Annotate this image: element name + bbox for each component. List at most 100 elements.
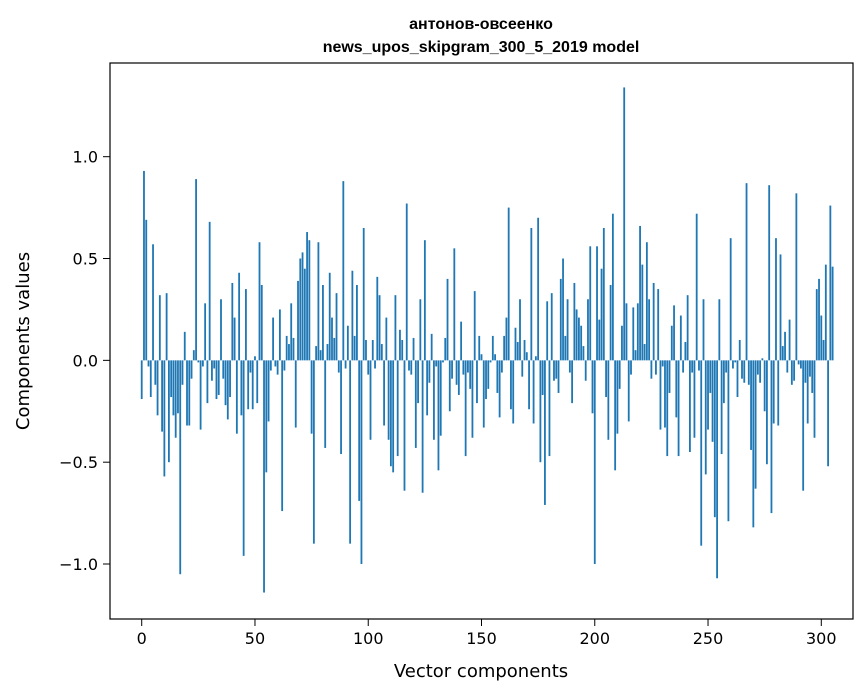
bar xyxy=(557,360,560,393)
bar xyxy=(467,360,469,373)
bar xyxy=(263,360,265,593)
x-tick-label: 100 xyxy=(353,629,384,648)
bar xyxy=(235,360,238,434)
bar xyxy=(267,360,270,422)
bar xyxy=(401,339,404,361)
bar xyxy=(351,270,354,361)
bar xyxy=(611,213,614,361)
bar xyxy=(743,360,746,383)
bar xyxy=(419,299,422,361)
bar xyxy=(734,360,737,363)
bar xyxy=(544,360,546,505)
bar xyxy=(405,203,408,361)
bar xyxy=(167,360,170,463)
bar xyxy=(759,360,762,383)
bar xyxy=(208,221,211,361)
bar xyxy=(634,350,637,361)
bar xyxy=(285,335,288,361)
bar xyxy=(276,360,279,375)
bar xyxy=(213,360,216,369)
bar xyxy=(616,360,619,434)
bar xyxy=(573,282,576,361)
bar xyxy=(831,266,834,361)
bar xyxy=(317,242,320,361)
bar xyxy=(471,360,474,438)
bar xyxy=(711,360,714,442)
bar xyxy=(539,360,542,463)
bar xyxy=(713,360,716,518)
bar xyxy=(655,360,657,375)
bar xyxy=(652,282,655,361)
y-tick-label: −0.5 xyxy=(59,453,98,472)
bar xyxy=(790,360,793,385)
bar xyxy=(729,238,732,361)
x-tick-label: 0 xyxy=(137,629,147,648)
bar xyxy=(818,278,820,361)
bar xyxy=(770,360,773,514)
y-tick-label: 0.5 xyxy=(73,250,98,269)
bar xyxy=(156,360,159,416)
bar xyxy=(584,360,587,381)
bar xyxy=(722,360,725,404)
bar xyxy=(641,264,644,361)
bar xyxy=(412,337,415,361)
bar xyxy=(510,360,512,410)
bar xyxy=(231,282,234,361)
bar xyxy=(530,227,533,361)
bar xyxy=(204,303,207,361)
bar xyxy=(281,360,284,512)
bar xyxy=(294,360,297,428)
bar xyxy=(360,360,363,565)
bar xyxy=(365,339,367,361)
bar xyxy=(645,242,648,361)
bar xyxy=(457,360,460,395)
bar xyxy=(747,360,750,385)
y-tick-label: 0.0 xyxy=(73,351,98,370)
bar xyxy=(607,360,610,440)
bars-group xyxy=(140,87,834,593)
bar xyxy=(650,360,653,379)
bar xyxy=(380,344,383,361)
bar xyxy=(430,333,433,361)
bar xyxy=(804,360,807,383)
bar xyxy=(752,360,755,528)
bar xyxy=(299,258,302,361)
bar xyxy=(829,205,832,361)
bar xyxy=(149,360,152,398)
bar xyxy=(779,254,782,361)
bar xyxy=(197,360,200,363)
bar xyxy=(822,339,825,361)
bar xyxy=(272,317,274,361)
bar xyxy=(349,360,352,544)
bar xyxy=(761,358,764,361)
bar xyxy=(718,299,721,361)
bar xyxy=(473,291,476,361)
bar xyxy=(408,360,410,371)
bar xyxy=(453,248,456,361)
bar xyxy=(528,360,530,410)
bar xyxy=(695,213,698,361)
bar xyxy=(580,325,583,361)
bar xyxy=(553,360,555,381)
bar xyxy=(410,360,413,375)
bar xyxy=(813,360,816,438)
bar xyxy=(745,183,748,361)
bar xyxy=(446,278,449,361)
bar xyxy=(224,360,227,406)
bar xyxy=(288,344,290,361)
bar xyxy=(385,317,388,361)
bar xyxy=(211,360,213,381)
bar xyxy=(312,360,315,544)
bar xyxy=(704,360,707,475)
bar xyxy=(371,339,374,361)
bar xyxy=(374,360,376,369)
bar xyxy=(534,356,537,361)
bar xyxy=(775,238,777,361)
x-tick-label: 50 xyxy=(245,629,265,648)
bar xyxy=(455,360,458,385)
bar xyxy=(238,272,241,361)
bar xyxy=(177,360,179,414)
bar xyxy=(340,360,342,455)
bar xyxy=(578,317,580,361)
